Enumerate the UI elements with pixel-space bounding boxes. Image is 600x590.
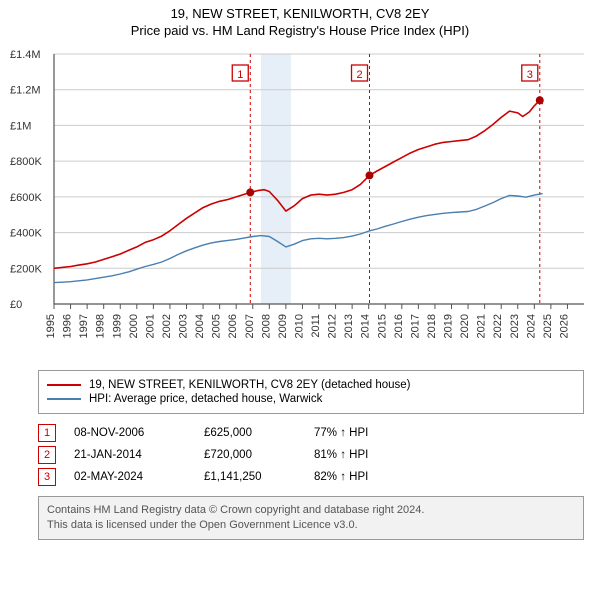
- svg-text:2003: 2003: [178, 314, 190, 338]
- svg-text:2: 2: [356, 69, 362, 81]
- svg-text:2016: 2016: [393, 314, 405, 338]
- svg-text:2005: 2005: [211, 314, 223, 338]
- marker-badge: 2: [38, 446, 56, 464]
- svg-text:2000: 2000: [128, 314, 140, 338]
- svg-text:£0: £0: [10, 299, 22, 311]
- svg-text:2002: 2002: [161, 314, 173, 338]
- svg-text:2014: 2014: [360, 314, 372, 338]
- svg-text:2007: 2007: [244, 314, 256, 338]
- marker-price: £720,000: [204, 449, 314, 461]
- marker-pct: 82% ↑ HPI: [314, 471, 424, 483]
- legend-item: HPI: Average price, detached house, Warw…: [47, 393, 575, 405]
- line-chart: £0 £200K £400K £600K £800K £1M £1.2M £1.4M 1995 1…: [8, 44, 592, 364]
- svg-text:2001: 2001: [144, 314, 156, 338]
- marker-badge: 1: [38, 424, 56, 442]
- legend-label: HPI: Average price, detached house, Warw…: [89, 393, 322, 405]
- title-subtitle: Price paid vs. HM Land Registry's House …: [0, 23, 600, 38]
- svg-text:2017: 2017: [409, 314, 421, 338]
- svg-text:1999: 1999: [111, 314, 123, 338]
- svg-text:2021: 2021: [476, 314, 488, 338]
- marker-pct: 77% ↑ HPI: [314, 427, 424, 439]
- svg-text:1996: 1996: [62, 314, 74, 338]
- marker-date: 21-JAN-2014: [74, 449, 204, 461]
- svg-text:£200K: £200K: [10, 263, 42, 275]
- svg-text:1997: 1997: [78, 314, 90, 338]
- svg-text:1: 1: [237, 69, 243, 81]
- svg-text:2010: 2010: [293, 314, 305, 338]
- svg-text:2011: 2011: [310, 314, 322, 338]
- svg-text:2015: 2015: [376, 314, 388, 338]
- legend: 19, NEW STREET, KENILWORTH, CV8 2EY (det…: [38, 370, 584, 414]
- legend-label: 19, NEW STREET, KENILWORTH, CV8 2EY (det…: [89, 379, 410, 391]
- marker-date: 02-MAY-2024: [74, 471, 204, 483]
- svg-text:2026: 2026: [558, 314, 570, 338]
- svg-text:1995: 1995: [45, 314, 57, 338]
- marker-row: 1 08-NOV-2006 £625,000 77% ↑ HPI: [38, 424, 584, 442]
- legend-swatch: [47, 398, 81, 400]
- svg-text:£800K: £800K: [10, 156, 42, 168]
- chart-titles: 19, NEW STREET, KENILWORTH, CV8 2EY Pric…: [0, 0, 600, 40]
- svg-text:2013: 2013: [343, 314, 355, 338]
- legend-swatch: [47, 384, 81, 386]
- attribution-footer: Contains HM Land Registry data © Crown c…: [38, 496, 584, 540]
- svg-text:2004: 2004: [194, 314, 206, 338]
- marker-badge: 3: [38, 468, 56, 486]
- footer-line: This data is licensed under the Open Gov…: [47, 518, 575, 533]
- title-address: 19, NEW STREET, KENILWORTH, CV8 2EY: [0, 6, 600, 21]
- svg-text:£400K: £400K: [10, 228, 42, 240]
- svg-text:2025: 2025: [542, 314, 554, 338]
- marker-pct: 81% ↑ HPI: [314, 449, 424, 461]
- svg-text:£1.2M: £1.2M: [10, 85, 41, 97]
- svg-text:2023: 2023: [509, 314, 521, 338]
- marker-row: 2 21-JAN-2014 £720,000 81% ↑ HPI: [38, 446, 584, 464]
- svg-text:2024: 2024: [525, 314, 537, 338]
- marker-table: 1 08-NOV-2006 £625,000 77% ↑ HPI 2 21-JA…: [38, 418, 584, 492]
- marker-price: £1,141,250: [204, 471, 314, 483]
- marker-date: 08-NOV-2006: [74, 427, 204, 439]
- marker-price: £625,000: [204, 427, 314, 439]
- svg-text:2019: 2019: [443, 314, 455, 338]
- svg-text:£1M: £1M: [10, 120, 31, 132]
- legend-item: 19, NEW STREET, KENILWORTH, CV8 2EY (det…: [47, 379, 575, 391]
- svg-text:2009: 2009: [277, 314, 289, 338]
- chart-area: £0 £200K £400K £600K £800K £1M £1.2M £1.4M 1995 1…: [8, 44, 592, 364]
- svg-text:2008: 2008: [260, 314, 272, 338]
- svg-text:£600K: £600K: [10, 192, 42, 204]
- svg-text:£1.4M: £1.4M: [10, 49, 41, 61]
- svg-text:2012: 2012: [327, 314, 339, 338]
- svg-text:3: 3: [527, 69, 533, 81]
- svg-text:2020: 2020: [459, 314, 471, 338]
- marker-row: 3 02-MAY-2024 £1,141,250 82% ↑ HPI: [38, 468, 584, 486]
- svg-text:2022: 2022: [492, 314, 504, 338]
- svg-text:1998: 1998: [95, 314, 107, 338]
- footer-line: Contains HM Land Registry data © Crown c…: [47, 503, 575, 518]
- svg-text:2006: 2006: [227, 314, 239, 338]
- svg-text:2018: 2018: [426, 314, 438, 338]
